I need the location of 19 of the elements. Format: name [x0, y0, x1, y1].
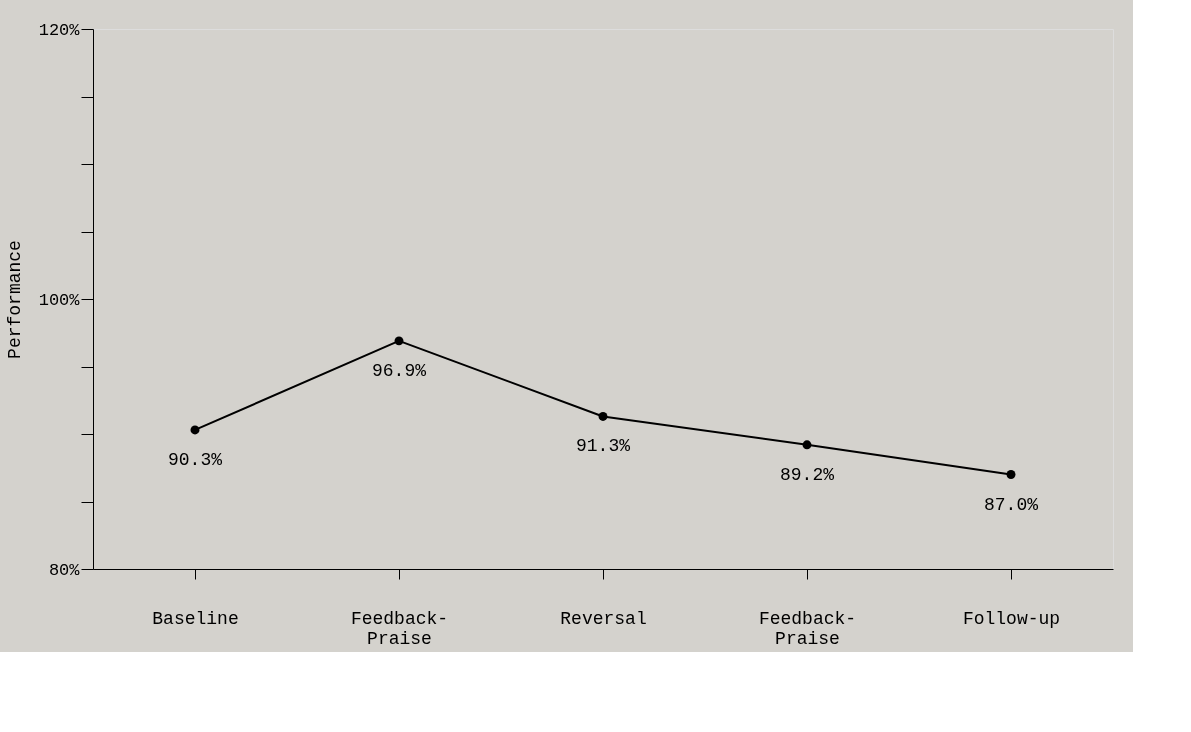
- x-tick-label: Baseline: [152, 608, 239, 629]
- data-label: 96.9%: [371, 360, 427, 381]
- point: [802, 440, 812, 450]
- y-tick-label: 100%: [38, 290, 81, 310]
- y-axis-title: Performance: [4, 240, 25, 359]
- point: [1006, 470, 1016, 479]
- data-label: 90.3%: [167, 449, 223, 470]
- data-label: 89.2%: [779, 464, 835, 485]
- point: [394, 336, 404, 346]
- point: [598, 411, 608, 421]
- data-label: 87.0%: [983, 494, 1039, 515]
- x-tick-label: Feedback- Praise: [758, 608, 857, 649]
- x-tick-label: Reversal: [560, 608, 647, 629]
- y-tick-label: 80%: [48, 560, 81, 580]
- x-tick-label: Follow-up: [962, 608, 1061, 629]
- x-tick-label: Feedback- Praise: [350, 608, 449, 649]
- y-tick-label: 120%: [38, 20, 81, 40]
- point: [190, 425, 200, 435]
- data-label: 91.3%: [575, 436, 631, 457]
